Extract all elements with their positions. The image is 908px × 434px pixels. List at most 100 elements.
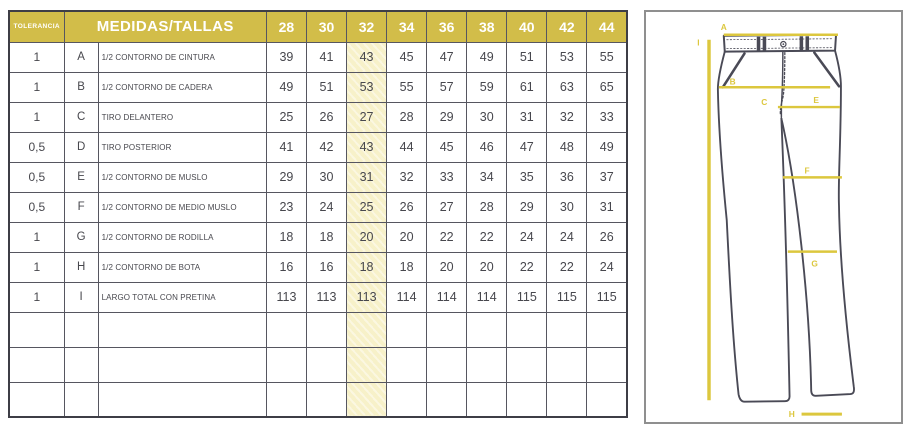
empty-cell (97, 381, 267, 418)
empty-cell (8, 311, 65, 348)
description-cell: LARGO TOTAL CON PRETINA (97, 281, 267, 313)
value-cell: 65 (586, 71, 628, 103)
value-cell: 114 (426, 281, 468, 313)
measure-label-i: I (697, 38, 699, 48)
measure-label-e: E (813, 95, 819, 105)
size-column-header: 42 (546, 10, 588, 43)
value-cell: 20 (426, 251, 468, 283)
letter-cell: A (63, 41, 99, 73)
value-cell: 34 (466, 161, 508, 193)
measure-label-g: G (811, 258, 817, 268)
value-cell: 47 (426, 41, 468, 73)
belt-loop (762, 36, 767, 52)
value-cell: 51 (506, 41, 548, 73)
measurement-row: 1 G 1/2 CONTORNO DE RODILLA 18 18 20 20 22 22 24 2… (8, 221, 628, 253)
value-cell: 115 (506, 281, 548, 313)
empty-cell (546, 346, 588, 383)
value-cell: 22 (426, 221, 468, 253)
measurement-row: 0,5 E 1/2 CONTORNO DE MUSLO 29 30 31 32 33 34 35 3… (8, 161, 628, 193)
value-cell: 18 (386, 251, 428, 283)
empty-cell (466, 311, 508, 348)
size-column-header: 32 (346, 10, 388, 43)
value-cell: 28 (466, 191, 508, 223)
letter-cell: B (63, 71, 99, 103)
size-column-header: 34 (386, 10, 428, 43)
letter-cell: H (63, 251, 99, 283)
value-cell: 36 (546, 161, 588, 193)
tolerance-cell: 1 (8, 251, 65, 283)
tolerance-cell: 1 (8, 221, 65, 253)
value-cell: 114 (466, 281, 508, 313)
value-cell: 32 (546, 101, 588, 133)
value-cell: 24 (586, 251, 628, 283)
tolerance-cell: 1 (8, 41, 65, 73)
empty-cell (97, 311, 267, 348)
value-cell: 25 (265, 101, 307, 133)
value-cell: 44 (386, 131, 428, 163)
value-cell: 113 (346, 281, 388, 313)
value-cell: 53 (546, 41, 588, 73)
table-header-row: TOLERANCIA MEDIDAS/TALLAS 28 30 32 34 36 38 40… (8, 10, 628, 43)
value-cell: 39 (265, 41, 307, 73)
value-cell: 27 (426, 191, 468, 223)
value-cell: 23 (265, 191, 307, 223)
value-cell: 20 (466, 251, 508, 283)
tolerance-cell: 1 (8, 71, 65, 103)
size-column-header: 36 (426, 10, 468, 43)
letter-cell: F (63, 191, 99, 223)
empty-cell (466, 381, 508, 418)
empty-cell (386, 346, 428, 383)
measurement-row: 1 B 1/2 CONTORNO DE CADERA 49 51 53 55 57 59 61 63… (8, 71, 628, 103)
empty-cell (546, 311, 588, 348)
button-hole-icon (782, 43, 785, 46)
empty-cell (426, 346, 468, 383)
value-cell: 48 (546, 131, 588, 163)
value-cell: 26 (386, 191, 428, 223)
size-column-header: 40 (506, 10, 548, 43)
empty-cell (305, 311, 348, 348)
letter-cell: D (63, 131, 99, 163)
value-cell: 53 (346, 71, 388, 103)
value-cell: 49 (466, 41, 508, 73)
empty-cell (586, 381, 628, 418)
fly-stitching (779, 51, 786, 115)
waistband-stitching-top (726, 38, 834, 41)
value-cell: 25 (346, 191, 388, 223)
empty-cell (265, 381, 307, 418)
tolerance-cell: 1 (8, 101, 65, 133)
description-cell: 1/2 CONTORNO DE CINTURA (97, 41, 267, 73)
value-cell: 31 (506, 101, 548, 133)
tolerance-cell: 0,5 (8, 161, 65, 193)
value-cell: 33 (426, 161, 468, 193)
value-cell: 18 (265, 221, 307, 253)
value-cell: 26 (305, 101, 348, 133)
value-cell: 28 (386, 101, 428, 133)
measurement-row: 1 A 1/2 CONTORNO DE CINTURA 39 41 43 45 47 49 51 5… (8, 41, 628, 73)
empty-cell (466, 346, 508, 383)
empty-cell (97, 346, 267, 383)
measurement-row: 1 C TIRO DELANTERO 25 26 27 28 29 30 31 32 33 (8, 101, 628, 133)
empty-cell (346, 381, 388, 418)
value-cell: 33 (586, 101, 628, 133)
value-cell: 16 (265, 251, 307, 283)
letter-cell: G (63, 221, 99, 253)
pants-diagram-panel: A I B C E F G H (644, 10, 903, 424)
empty-cell (305, 346, 348, 383)
value-cell: 42 (305, 131, 348, 163)
empty-cell (305, 381, 348, 418)
pants-waistband (722, 33, 838, 53)
empty-cell (426, 381, 468, 418)
value-cell: 24 (506, 221, 548, 253)
value-cell: 18 (305, 221, 348, 253)
empty-row (8, 311, 628, 348)
value-cell: 45 (426, 131, 468, 163)
value-cell: 49 (265, 71, 307, 103)
measurement-row: 1 H 1/2 CONTORNO DE BOTA 16 16 18 18 20 20 22 22 24 (8, 251, 628, 283)
description-cell: TIRO DELANTERO (97, 101, 267, 133)
pants-technical-drawing: A I B C E F G H (697, 22, 855, 419)
measure-label-h: H (789, 409, 795, 419)
medidas-tallas-table: TOLERANCIA MEDIDAS/TALLAS 28 30 32 34 36 38 40… (8, 10, 628, 418)
value-cell: 45 (386, 41, 428, 73)
value-cell: 20 (346, 221, 388, 253)
pants-left-leg (716, 50, 791, 403)
